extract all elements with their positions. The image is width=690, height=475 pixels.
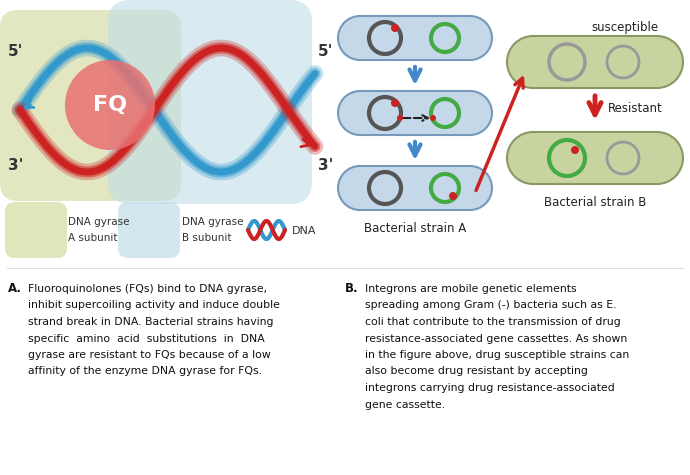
Text: B.: B. (345, 282, 359, 295)
Circle shape (448, 91, 492, 135)
FancyBboxPatch shape (0, 10, 181, 201)
Text: Bacterial strain B: Bacterial strain B (544, 196, 647, 209)
Circle shape (430, 115, 436, 121)
Text: DNA gyrase: DNA gyrase (182, 217, 244, 227)
Bar (533, 132, 657, 184)
Text: strand break in DNA. Bacterial strains having: strand break in DNA. Bacterial strains h… (28, 317, 273, 327)
Text: also become drug resistant by accepting: also become drug resistant by accepting (365, 367, 588, 377)
Text: A.: A. (8, 282, 22, 295)
Text: Fluoroquinolones (FQs) bind to DNA gyrase,: Fluoroquinolones (FQs) bind to DNA gyras… (28, 284, 267, 294)
Bar (533, 36, 657, 88)
Text: resistance-associated gene cassettes. As shown: resistance-associated gene cassettes. As… (365, 333, 627, 343)
Circle shape (338, 16, 382, 60)
Text: Resistant: Resistant (608, 102, 662, 114)
Bar (360, 16, 470, 60)
Circle shape (338, 91, 382, 135)
Text: inhibit supercoiling activity and induce double: inhibit supercoiling activity and induce… (28, 301, 280, 311)
Text: 3': 3' (8, 158, 23, 172)
Text: 5': 5' (8, 45, 23, 59)
FancyBboxPatch shape (108, 0, 312, 204)
Circle shape (631, 36, 683, 88)
Circle shape (448, 166, 492, 210)
Text: 5': 5' (318, 45, 333, 59)
Circle shape (397, 115, 403, 121)
Circle shape (391, 99, 399, 107)
FancyBboxPatch shape (118, 202, 180, 258)
Text: 3': 3' (318, 158, 333, 172)
Circle shape (448, 16, 492, 60)
Text: A subunit: A subunit (68, 233, 117, 243)
FancyBboxPatch shape (5, 202, 67, 258)
Text: in the figure above, drug susceptible strains can: in the figure above, drug susceptible st… (365, 350, 629, 360)
Circle shape (449, 192, 457, 200)
Text: specific  amino  acid  substitutions  in  DNA: specific amino acid substitutions in DNA (28, 333, 265, 343)
Circle shape (65, 60, 155, 150)
Text: affinity of the enzyme DNA gyrase for FQs.: affinity of the enzyme DNA gyrase for FQ… (28, 367, 262, 377)
Text: B subunit: B subunit (182, 233, 232, 243)
Circle shape (631, 132, 683, 184)
Text: gyrase are resistant to FQs because of a low: gyrase are resistant to FQs because of a… (28, 350, 270, 360)
Text: gene cassette.: gene cassette. (365, 399, 445, 409)
Circle shape (338, 166, 382, 210)
Bar (360, 91, 470, 135)
Text: Bacterial strain A: Bacterial strain A (364, 221, 466, 235)
Text: Integrons are mobile genetic elements: Integrons are mobile genetic elements (365, 284, 577, 294)
Text: spreading among Gram (-) bacteria such as E.: spreading among Gram (-) bacteria such a… (365, 301, 616, 311)
Text: DNA gyrase: DNA gyrase (68, 217, 130, 227)
Bar (360, 166, 470, 210)
Circle shape (391, 24, 399, 32)
Circle shape (507, 36, 559, 88)
Text: coli that contribute to the transmission of drug: coli that contribute to the transmission… (365, 317, 621, 327)
Text: DNA: DNA (292, 226, 317, 236)
Text: susceptible: susceptible (591, 21, 658, 35)
Text: FQ: FQ (93, 95, 127, 115)
Circle shape (507, 132, 559, 184)
Text: integrons carrying drug resistance-associated: integrons carrying drug resistance-assoc… (365, 383, 615, 393)
Circle shape (571, 146, 579, 154)
